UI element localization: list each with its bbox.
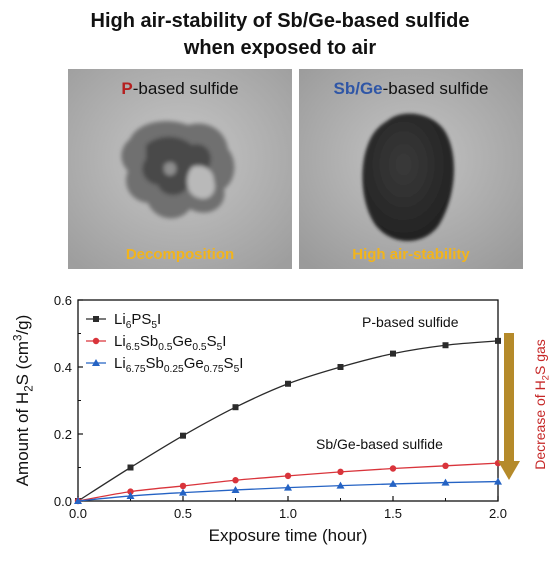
x-tick-label: 1.5 [384, 506, 402, 521]
data-point-series-0 [232, 404, 239, 411]
data-point-series-1 [442, 462, 449, 470]
data-point-series-1 [337, 468, 344, 476]
plot-frame [77, 299, 499, 502]
data-point-series-0 [127, 464, 134, 471]
panel-caption-high-air-stability: High air-stability [352, 246, 470, 263]
data-point-series-2 [231, 485, 240, 493]
data-point-series-0 [442, 342, 449, 349]
panel-label-sbge: Sb/Ge-based sulfide [299, 79, 523, 99]
decrease-arrow-label: Decrease of H2​S gas [532, 339, 552, 470]
figure-title-line2: when exposed to air [183, 37, 377, 59]
y-tick-label: 0.4 [54, 360, 72, 375]
data-point-series-1 [179, 482, 187, 490]
tem-micrograph-stable-particle [299, 69, 523, 269]
x-tick-label: 0.0 [69, 506, 87, 521]
h2s-generation-chart: 0.0 0.5 1.0 1.5 2.0 0.0 0.2 0.4 0.6 Exposure time… [13, 293, 552, 545]
annotation-p-based: P-based sulfide [362, 314, 459, 330]
x-tick-label: 1.0 [279, 506, 297, 521]
legend-marker-0 [93, 316, 99, 322]
panel-label-highlight: Sb/Ge [333, 79, 383, 98]
x-axis-label: Exposure time (hour) [209, 526, 368, 545]
panel-label-rest: -based sulfide [132, 79, 239, 98]
decrease-arrow-shaft [504, 333, 514, 461]
legend-marker-2 [92, 359, 100, 366]
y-tick-label: 0.0 [54, 494, 72, 509]
figure-title-line1: High air-stability of Sb/Ge-based sulfid… [90, 10, 470, 32]
data-point-series-0 [285, 380, 291, 387]
data-point-series-2 [179, 488, 187, 496]
data-point-series-1 [127, 488, 134, 495]
data-point-series-1 [284, 472, 292, 480]
x-tick-label: 0.5 [174, 506, 192, 521]
data-point-series-0 [180, 432, 186, 439]
data-point-series-1 [389, 465, 397, 472]
y-tick-label: 0.6 [54, 293, 72, 308]
data-point-series-2 [74, 497, 82, 504]
data-point-series-2 [126, 491, 135, 499]
legend-label-0: Li6​PS5​I [114, 311, 161, 331]
annotation-sbge-based: Sb/Ge-based sulfide [316, 436, 443, 452]
legend-label-1: Li6.5​Sb0.5​Ge0.5​S5​I [114, 333, 226, 353]
panel-label-p: P-based sulfide [68, 79, 292, 99]
tem-image-p-based: P-based sulfide Decomposition [68, 69, 292, 269]
legend-label-2: Li6.75​Sb0.25​Ge0.75​S5​I [114, 355, 243, 375]
data-point-series-1 [232, 477, 239, 484]
data-point-series-2 [441, 478, 450, 486]
decrease-arrow-head [498, 461, 520, 480]
data-point-series-0 [337, 364, 344, 370]
data-point-series-2 [336, 481, 345, 489]
tem-image-sbge-based: Sb/Ge-based sulfide High air-stability [299, 69, 523, 269]
data-point-series-2 [494, 477, 502, 485]
y-axis-label: Amount of H2​S (cm3​/g) [13, 315, 36, 487]
panel-label-highlight: P [121, 79, 133, 98]
panel-caption-decomposition: Decomposition [125, 246, 235, 263]
data-point-series-0 [495, 337, 501, 344]
legend-marker-1 [92, 337, 100, 345]
data-point-series-0 [390, 350, 396, 357]
tem-micrograph-decomposed-particle [68, 69, 292, 269]
y-tick-label: 0.2 [54, 427, 72, 442]
x-tick-label: 2.0 [489, 506, 507, 521]
data-point-series-2 [389, 479, 397, 487]
data-point-series-2 [284, 483, 292, 491]
panel-label-rest: -based sulfide [382, 79, 489, 98]
